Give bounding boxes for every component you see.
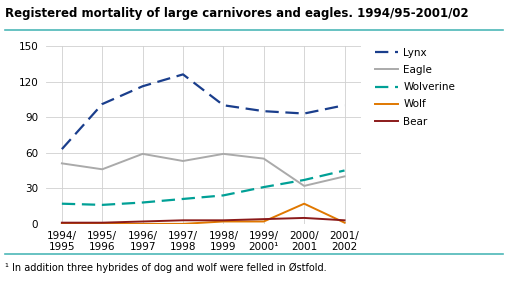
Text: ¹ In addition three hybrides of dog and wolf were felled in Østfold.: ¹ In addition three hybrides of dog and …: [5, 263, 327, 273]
Text: Registered mortality of large carnivores and eagles. 1994/95-2001/02: Registered mortality of large carnivores…: [5, 7, 469, 20]
Legend: Lynx, Eagle, Wolverine, Wolf, Bear: Lynx, Eagle, Wolverine, Wolf, Bear: [375, 48, 455, 127]
